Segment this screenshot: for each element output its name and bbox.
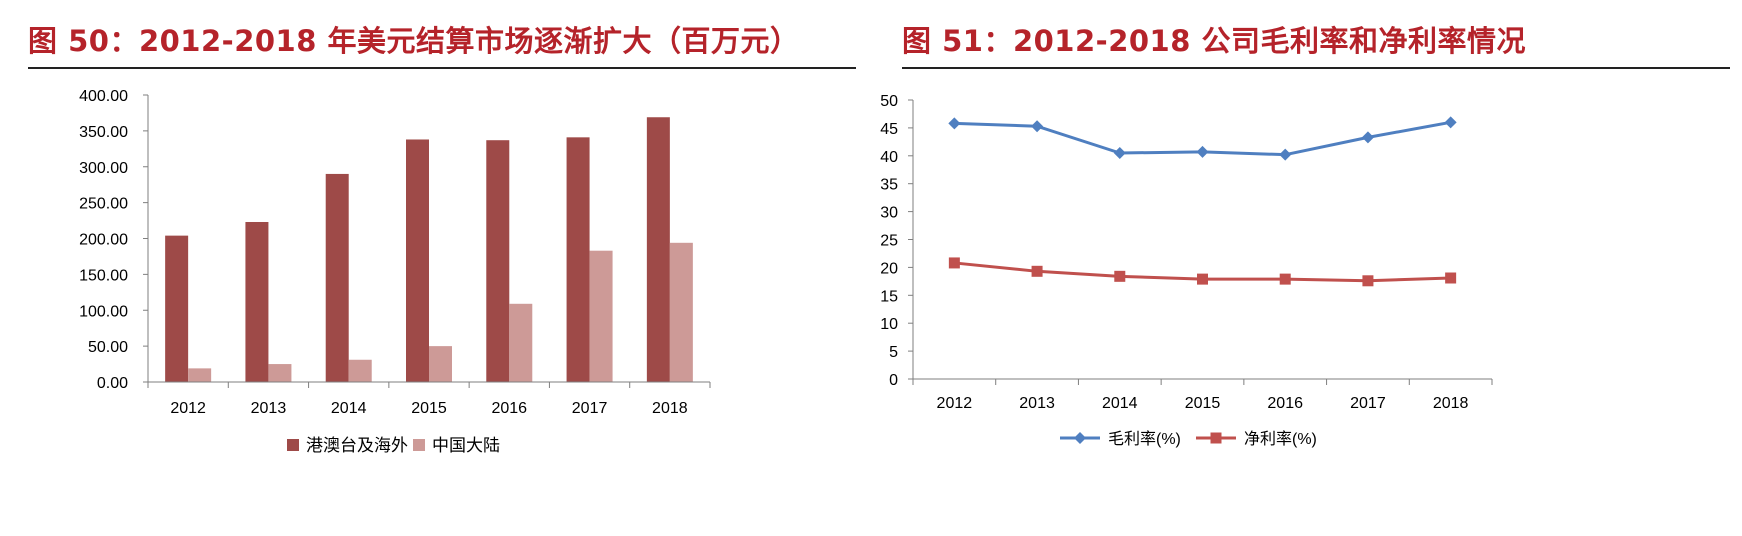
x-tick-label: 2014 (331, 400, 367, 417)
x-tick-label: 2013 (251, 400, 287, 417)
bar-mainland (429, 346, 452, 382)
y-tick-label: 400.00 (79, 88, 128, 105)
point-net-margin (1114, 270, 1126, 282)
y-tick-label: 40 (880, 149, 898, 166)
bar-overseas (245, 221, 269, 382)
bar-overseas (486, 140, 510, 382)
x-tick-label: 2018 (652, 400, 688, 417)
title-divider (902, 67, 1730, 69)
y-tick-label: 0 (889, 372, 898, 389)
x-tick-label: 2018 (1433, 395, 1469, 412)
x-tick-label: 2015 (1185, 395, 1221, 412)
y-tick-label: 300.00 (79, 160, 128, 177)
x-tick-label: 2013 (1019, 395, 1055, 412)
bar-mainland (348, 359, 372, 382)
x-tick-label: 2017 (1350, 395, 1386, 412)
x-tick-label: 2016 (1267, 395, 1303, 412)
y-tick-label: 50 (880, 93, 898, 110)
y-tick-label: 30 (880, 205, 898, 222)
point-gross-margin (1031, 120, 1044, 133)
point-net-margin (1279, 273, 1291, 285)
title-divider (28, 67, 856, 69)
legend-label: 净利率(%) (1244, 430, 1317, 448)
point-gross-margin (1279, 148, 1292, 161)
chart-title: 图 51：2012-2018 公司毛利率和净利率情况 (902, 24, 1527, 58)
legend-label: 港澳台及海外 (306, 436, 408, 455)
y-tick-label: 50.00 (88, 339, 128, 356)
point-net-margin (1445, 272, 1457, 284)
x-tick-label: 2015 (411, 400, 447, 417)
y-tick-label: 350.00 (79, 124, 128, 141)
point-net-margin (1362, 275, 1374, 287)
point-gross-margin (1196, 145, 1209, 158)
x-tick-label: 2014 (1102, 395, 1138, 412)
point-gross-margin (1113, 147, 1126, 160)
y-tick-label: 15 (880, 288, 898, 305)
point-net-margin (1031, 265, 1043, 277)
chart-panel-revenue-by-region: 图 50：2012-2018 年美元结算市场逐渐扩大（百万元） 0.00 50.0… (0, 0, 870, 536)
chart-title: 图 50：2012-2018 年美元结算市场逐渐扩大（百万元） (28, 24, 800, 58)
y-tick-label: 45 (880, 121, 898, 138)
legend-marker (1210, 432, 1222, 444)
bar-overseas (165, 235, 189, 382)
point-net-margin (948, 257, 960, 269)
y-tick-label: 10 (880, 316, 898, 333)
y-tick-label: 200.00 (79, 232, 128, 249)
y-tick-label: 20 (880, 260, 898, 277)
bar-mainland (509, 303, 533, 382)
y-tick-label: 25 (880, 233, 898, 250)
line-chart: 0 5 10 15 20 25 30 35 40 45 50 2012 2013 2014 2015 2016… (880, 93, 1493, 448)
bar-overseas (566, 137, 590, 382)
point-gross-margin (948, 117, 961, 130)
x-tick-label: 2012 (170, 400, 206, 417)
bar-mainland (268, 364, 292, 382)
legend-swatch (413, 439, 425, 451)
x-tick-label: 2016 (491, 400, 527, 417)
y-tick-label: 250.00 (79, 196, 128, 213)
point-gross-margin (1444, 116, 1457, 129)
bar-mainland (589, 250, 613, 382)
bar-chart: 0.00 50.00 100.00 150.00 200.00 250.00 300.00 3… (79, 88, 711, 455)
bar-overseas (406, 139, 429, 382)
y-tick-label: 150.00 (79, 267, 128, 284)
y-tick-label: 5 (889, 344, 898, 361)
y-tick-label: 100.00 (79, 303, 128, 320)
bar-mainland (669, 242, 693, 382)
point-net-margin (1197, 273, 1208, 285)
legend-swatch (287, 439, 299, 451)
bar-overseas (325, 173, 349, 382)
x-tick-label: 2012 (937, 395, 973, 412)
x-tick-label: 2017 (572, 400, 608, 417)
y-tick-label: 35 (880, 177, 898, 194)
point-gross-margin (1361, 131, 1374, 144)
chart-panel-margins: 图 51：2012-2018 公司毛利率和净利率情况 0 5 10 15 20 25 30 3… (870, 0, 1742, 536)
legend-marker (1074, 432, 1086, 444)
bar-mainland (188, 368, 212, 382)
bar-overseas (646, 117, 670, 383)
y-tick-label: 0.00 (97, 375, 128, 392)
legend-label: 毛利率(%) (1108, 430, 1181, 448)
legend-label: 中国大陆 (432, 436, 500, 455)
